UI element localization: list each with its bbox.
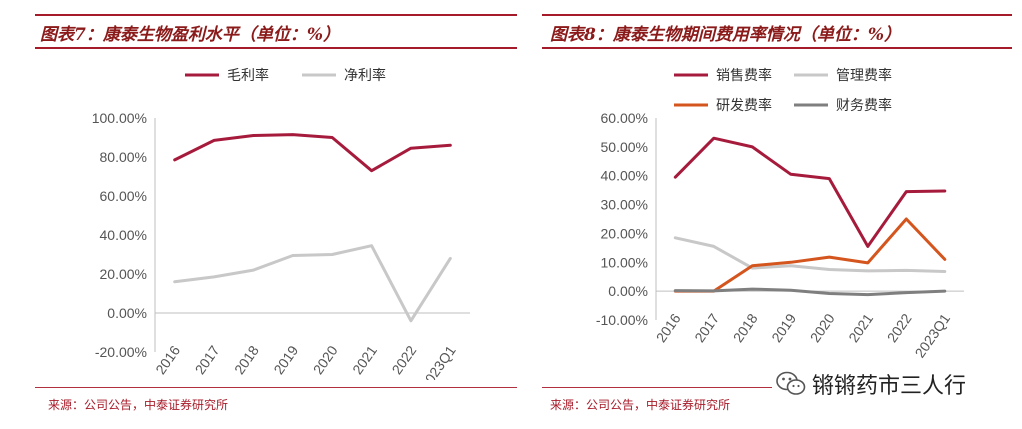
y-tick-label: 60.00% <box>601 110 648 126</box>
x-tick-label: 2021 <box>349 342 380 377</box>
x-tick-label: 2019 <box>768 310 799 345</box>
series-line-2 <box>673 236 947 273</box>
y-tick-label: 20.00% <box>100 266 147 282</box>
chart-title: 图表8：康泰生物期间费用率情况（单位：%） <box>550 25 901 45</box>
x-tick-label: 2017 <box>192 342 223 377</box>
chart-panel-left: 图表7：康泰生物盈利水平（单位：%） -20.00% 0.00% 20.00% 40.… <box>35 14 517 412</box>
top-rule <box>542 14 1012 16</box>
y-tick-label: 80.00% <box>100 149 147 165</box>
x-tick-label: 2016 <box>653 310 684 345</box>
series-line-1 <box>673 136 947 248</box>
y-tick-label: 20.00% <box>601 225 648 241</box>
series-line-4 <box>673 287 947 297</box>
x-tick-label: 2018 <box>730 310 761 345</box>
legend-label: 财务费率 <box>836 97 892 114</box>
top-rule <box>35 14 517 16</box>
legend-label: 净利率 <box>344 67 386 84</box>
x-tick-label: 2018 <box>231 342 262 377</box>
x-tick-label: 2017 <box>691 310 722 345</box>
x-tick-label: 2020 <box>807 310 838 345</box>
x-tick-label: 2021 <box>845 310 876 345</box>
legend-label: 毛利率 <box>227 67 269 84</box>
y-tick-label: 10.00% <box>601 254 648 270</box>
series-line-3 <box>673 217 947 293</box>
title-rule <box>542 47 1012 49</box>
footer-rule <box>542 387 772 388</box>
source-note: 来源：公司公告，中泰证券研究所 <box>550 398 731 412</box>
y-tick-label: 40.00% <box>601 168 648 184</box>
legend-label: 销售费率 <box>716 67 772 84</box>
y-tick-label: -10.00% <box>596 312 648 328</box>
x-tick-label: 2022 <box>884 310 915 345</box>
y-tick-label: 100.00% <box>92 110 147 126</box>
x-tick-label: 2019 <box>270 342 301 377</box>
x-tick-label: 2016 <box>152 342 183 377</box>
title-rule <box>35 47 517 49</box>
y-tick-label: 60.00% <box>100 188 147 204</box>
x-tick-label: 2022 <box>388 342 419 377</box>
wechat-icon <box>776 371 806 395</box>
watermark: 锵锵药市三人行 <box>776 366 966 402</box>
y-tick-label: 0.00% <box>608 283 648 299</box>
x-tick-label: 2023Q1 <box>912 310 954 360</box>
chart-panel-right: 图表8：康泰生物期间费用率情况（单位：%） -10.00% 0.00% 10.00%… <box>532 0 1022 429</box>
x-tick-label: 2020 <box>310 342 341 377</box>
y-tick-label: -20.00% <box>95 344 147 360</box>
y-tick-label: 30.00% <box>601 197 648 213</box>
legend-label: 研发费率 <box>716 97 772 114</box>
line-chart: -10.00% 0.00% 10.00% 20.00% 30.00% 40.00% 50.0… <box>596 67 964 361</box>
y-tick-label: 0.00% <box>107 305 147 321</box>
watermark-text: 锵锵药市三人行 <box>812 374 967 399</box>
y-tick-label: 40.00% <box>100 227 147 243</box>
y-tick-label: 50.00% <box>601 139 648 155</box>
x-tick-label: 2023Q1 <box>417 342 459 380</box>
chart-title: 图表7：康泰生物盈利水平（单位：%） <box>40 25 340 45</box>
line-chart: -20.00% 0.00% 20.00% 40.00% 60.00% 80.00% 100.… <box>92 67 470 380</box>
legend-label: 管理费率 <box>836 67 892 84</box>
footer-rule <box>35 387 517 388</box>
series-line-2 <box>173 244 452 323</box>
source-note: 来源：公司公告，中泰证券研究所 <box>48 398 229 412</box>
series-line-1 <box>173 133 452 173</box>
